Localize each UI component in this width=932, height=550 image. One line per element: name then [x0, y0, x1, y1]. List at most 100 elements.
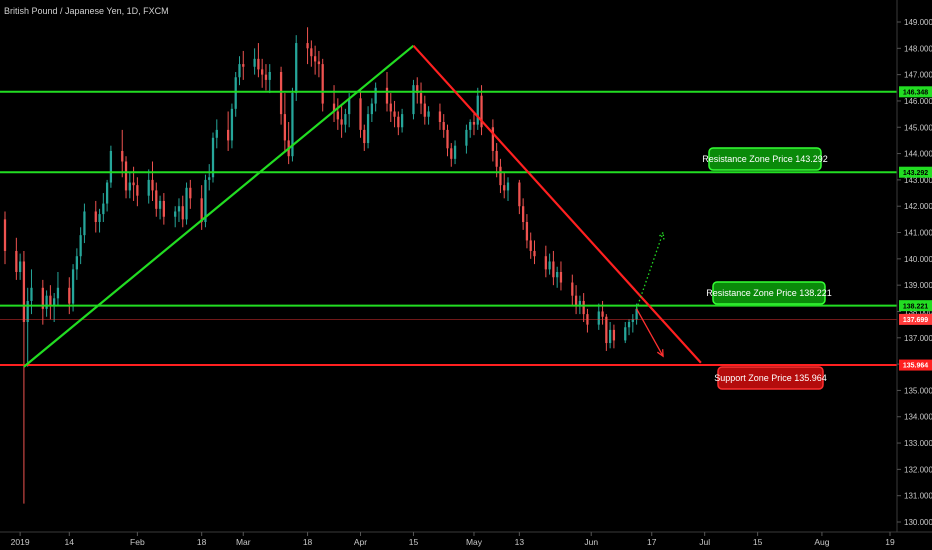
bearish-projection-arrow[interactable] [636, 308, 664, 358]
trendlines-layer [23, 44, 702, 368]
candle-body [412, 85, 415, 115]
candle-body [162, 200, 165, 217]
price-tag-bg [899, 313, 932, 325]
levels-layer [0, 90, 897, 367]
candle-body [242, 64, 245, 67]
candle-body [45, 295, 48, 309]
price-tick-label: 147.000 [904, 71, 932, 80]
candle [366, 106, 370, 149]
price-tick-label: 142.000 [904, 202, 932, 211]
candle [400, 108, 404, 133]
candle [446, 124, 449, 157]
candle-body [253, 58, 256, 67]
candle-body [102, 203, 105, 215]
candle [631, 314, 634, 333]
candle-body [234, 77, 237, 109]
price-tick-label: 134.000 [904, 413, 932, 422]
candle [442, 114, 445, 138]
trendline[interactable] [23, 44, 415, 368]
candle-body [105, 182, 109, 204]
candle [506, 177, 510, 201]
price-axis[interactable]: 130.000 131.000 132.000 133.000 134.000 135.0… [897, 18, 932, 527]
zone-labels-layer[interactable]: Resistance Zone Price 143.292 Resistance … [702, 147, 832, 390]
candle [136, 177, 139, 207]
trendline[interactable] [412, 44, 702, 364]
candle [624, 322, 627, 344]
candle [321, 58, 324, 112]
price-tag-bg [899, 300, 932, 312]
candle-body [582, 300, 585, 315]
candle-body [155, 190, 158, 209]
candle-body [121, 150, 124, 162]
candle-body [491, 127, 495, 151]
time-tick-label: 14 [65, 537, 75, 547]
candle [476, 87, 479, 130]
candle-body [344, 114, 347, 125]
price-tick-label: 137.000 [904, 334, 932, 343]
candle-body [578, 300, 582, 307]
candle [68, 277, 71, 315]
candle-body [283, 114, 287, 141]
time-tick-label: 15 [753, 537, 763, 547]
candle [53, 293, 56, 322]
time-axis[interactable]: 2019 14 Feb 18 Mar 18 Apr 15 May 13 Jun 17 Jul 15 Aug 1… [11, 532, 895, 547]
candle-body [317, 61, 321, 65]
candle-body [480, 95, 483, 128]
support-zone-label[interactable]: Support Zone Price 135.964 [714, 366, 827, 390]
candle [83, 203, 86, 244]
candle [389, 93, 392, 122]
candle-body [518, 182, 521, 207]
candle-body [366, 114, 370, 144]
candle-body [389, 103, 392, 112]
candle [427, 106, 430, 125]
candle-body [416, 85, 419, 94]
zone-label-box [708, 147, 822, 171]
candle [26, 287, 29, 367]
bullish-projection-arrow[interactable] [635, 231, 665, 310]
candle [605, 314, 608, 351]
candle-body [124, 161, 128, 191]
candle [177, 198, 181, 222]
candle [313, 45, 317, 75]
candle [370, 98, 373, 122]
candle-body [506, 182, 510, 191]
price-tag: 135.964 [899, 359, 932, 371]
candle [544, 245, 547, 278]
price-tag-label: 137.699 [903, 317, 928, 324]
candle [359, 90, 362, 138]
candle-body [68, 287, 71, 304]
candle-body [136, 185, 139, 196]
candle [582, 293, 585, 322]
time-tick-label: 18 [197, 537, 207, 547]
price-tick-label: 135.000 [904, 386, 932, 395]
candle-body [544, 256, 547, 270]
candle-body [56, 287, 60, 299]
candle-body [279, 72, 283, 115]
candle-body [128, 182, 131, 191]
candle [71, 264, 75, 312]
candle [211, 132, 215, 183]
candle [635, 303, 638, 325]
chart-title: British Pound / Japanese Yen, 1D, FXCM [4, 6, 169, 16]
candles-layer [3, 27, 638, 504]
candle [162, 193, 165, 225]
price-tag: 146.348 [899, 86, 932, 98]
price-tag-bg [899, 166, 932, 178]
time-tick-label: Jul [699, 537, 710, 547]
candle [291, 87, 294, 162]
candle-body [548, 261, 551, 270]
candle [559, 261, 563, 291]
price-tick-label: 148.000 [904, 44, 932, 53]
candle [499, 158, 502, 194]
candle [423, 95, 426, 125]
candle [310, 40, 313, 67]
candle-body [419, 93, 423, 104]
candle-body [442, 122, 445, 130]
time-tick-label: Apr [354, 537, 367, 547]
candle-body [22, 261, 26, 322]
price-tag-bg [899, 359, 932, 371]
resistance-zone-label[interactable]: Resistance Zone Price 138.221 [706, 281, 832, 305]
resistance-zone-label[interactable]: Resistance Zone Price 143.292 [702, 147, 828, 171]
projection-arrowhead [656, 349, 664, 358]
